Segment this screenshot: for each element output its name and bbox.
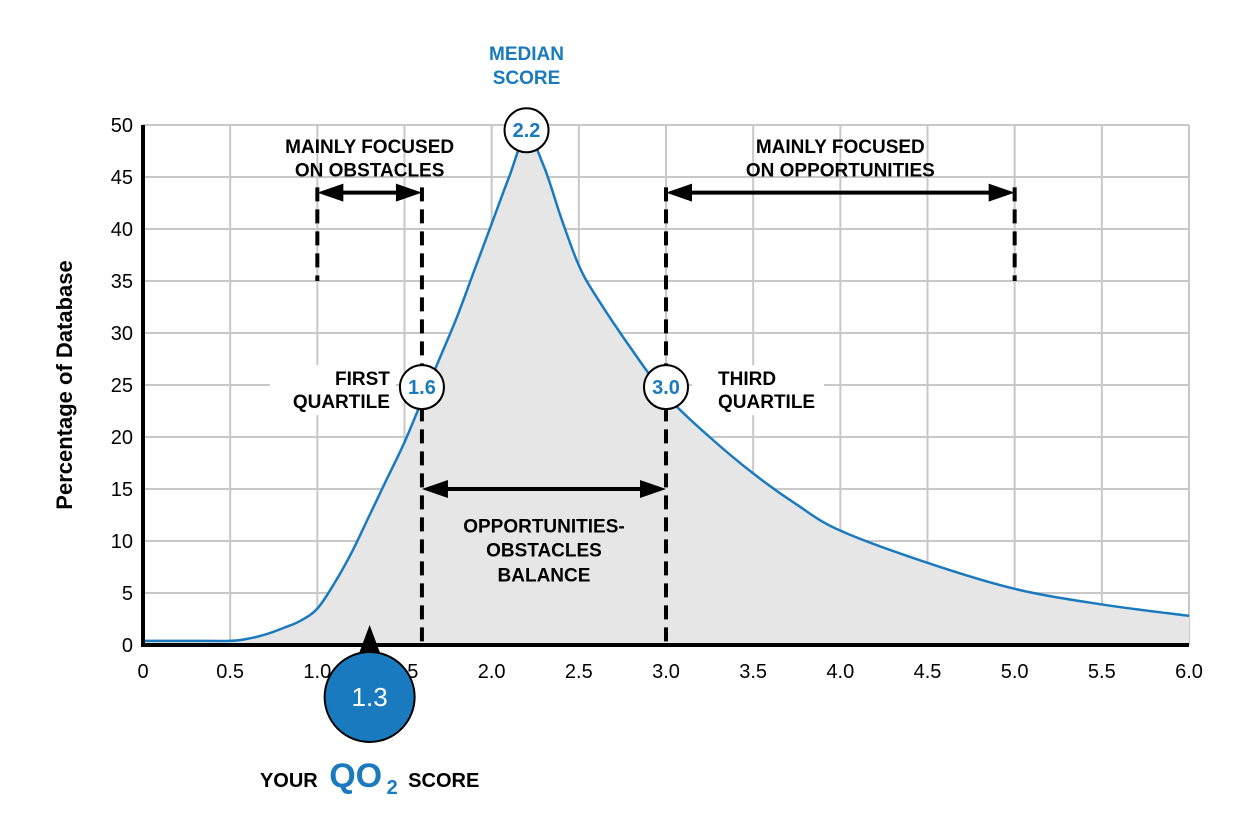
distribution-area-group — [142, 134, 1190, 645]
obstacles-label-line2: ON OBSTACLES — [295, 161, 445, 182]
median-caption-line2: SCORE — [493, 68, 561, 89]
first-quartile-caption-line1: FIRST — [335, 369, 390, 390]
y-tick-label: 0 — [122, 635, 133, 657]
third-quartile-caption-bg — [692, 365, 824, 416]
x-tick-label: 2.0 — [478, 661, 506, 683]
your-score-marker: 1.3 YOUR QO 2 SCORE — [260, 625, 479, 799]
distribution-line — [142, 134, 1190, 643]
your-score-caption-qo: QO — [329, 757, 382, 795]
y-tick-label: 20 — [111, 427, 133, 449]
your-score-value: 1.3 — [352, 682, 388, 712]
obstacles-label-line1: MAINLY FOCUSED — [285, 137, 454, 158]
first-quartile-value: 1.6 — [408, 377, 436, 399]
y-axis-label: Percentage of Database — [52, 260, 77, 509]
third-quartile-circle — [643, 364, 689, 411]
your-score-caption: YOUR QO 2 SCORE — [260, 757, 479, 799]
x-tick-label: 0.5 — [216, 661, 244, 683]
opportunities-arrow-arrowhead-left-icon — [666, 183, 692, 202]
first-quartile-caption-line2: QUARTILE — [293, 392, 390, 413]
y-tick-label: 30 — [111, 323, 133, 345]
y-tick-label: 45 — [111, 167, 133, 189]
y-tick-label: 35 — [111, 271, 133, 293]
balance-arrow-arrowhead-left-icon — [421, 480, 448, 498]
opportunities-label-line2: ON OPPORTUNITIES — [746, 161, 935, 182]
obstacles-arrow-arrowhead-right-icon — [395, 183, 422, 202]
first-quartile-marker: FIRST QUARTILE 1.6 — [269, 364, 445, 416]
median-caption-line1: MEDIAN — [489, 44, 564, 65]
third-quartile-caption-line2: QUARTILE — [718, 392, 815, 413]
x-tick-label: 0 — [137, 661, 148, 683]
first-quartile-circle — [398, 364, 445, 411]
y-tick-label: 50 — [111, 115, 133, 137]
obstacles-arrow-arrowhead-left-icon — [317, 183, 344, 202]
x-tick-label: 2.5 — [565, 661, 593, 683]
x-tick-label: 6.0 — [1175, 661, 1203, 683]
opportunities-label-line1: MAINLY FOCUSED — [756, 137, 925, 158]
balance-label-line2: OBSTACLES — [486, 540, 602, 561]
range-annotations: MAINLY FOCUSED ON OBSTACLES MAINLY FOCUSED… — [285, 137, 1017, 645]
y-tick-label: 5 — [122, 583, 133, 605]
y-tick-label: 40 — [111, 219, 133, 241]
x-tick-label: 1.0 — [303, 661, 331, 683]
your-score-caption-score: SCORE — [408, 770, 479, 792]
x-tick-label: 3.0 — [652, 661, 680, 683]
balance-label-line3: BALANCE — [498, 565, 591, 586]
balance-arrow-arrowhead-right-icon — [640, 480, 666, 498]
axes — [141, 125, 1189, 647]
x-tick-label: 4.5 — [914, 661, 942, 683]
x-tick-label: 4.0 — [826, 661, 854, 683]
median-marker: MEDIAN SCORE 2.2 — [489, 44, 564, 154]
third-quartile-marker: THIRD QUARTILE 3.0 — [643, 364, 824, 416]
first-quartile-caption-bg — [269, 365, 396, 416]
your-score-pointer-icon — [357, 625, 382, 657]
tick-labels: 00.51.01.52.02.53.03.54.04.55.05.56.0051… — [111, 115, 1203, 683]
median-circle — [503, 107, 550, 154]
your-score-caption-sub: 2 — [387, 777, 398, 799]
x-tick-label: 5.0 — [1001, 661, 1029, 683]
distribution-area — [143, 135, 1189, 645]
x-tick-label: 5.5 — [1088, 661, 1116, 683]
y-tick-label: 10 — [111, 531, 133, 553]
your-score-circle — [323, 651, 416, 743]
third-quartile-caption-line1: THIRD — [718, 369, 776, 390]
your-score-caption-your: YOUR — [260, 770, 318, 792]
y-tick-label: 15 — [111, 479, 133, 501]
opportunities-arrow-arrowhead-right-icon — [988, 183, 1015, 202]
x-tick-label: 3.5 — [739, 661, 767, 683]
median-value: 2.2 — [513, 120, 541, 142]
third-quartile-value: 3.0 — [652, 377, 680, 399]
y-tick-label: 25 — [111, 375, 133, 397]
balance-label-line1: OPPORTUNITIES- — [463, 516, 625, 537]
